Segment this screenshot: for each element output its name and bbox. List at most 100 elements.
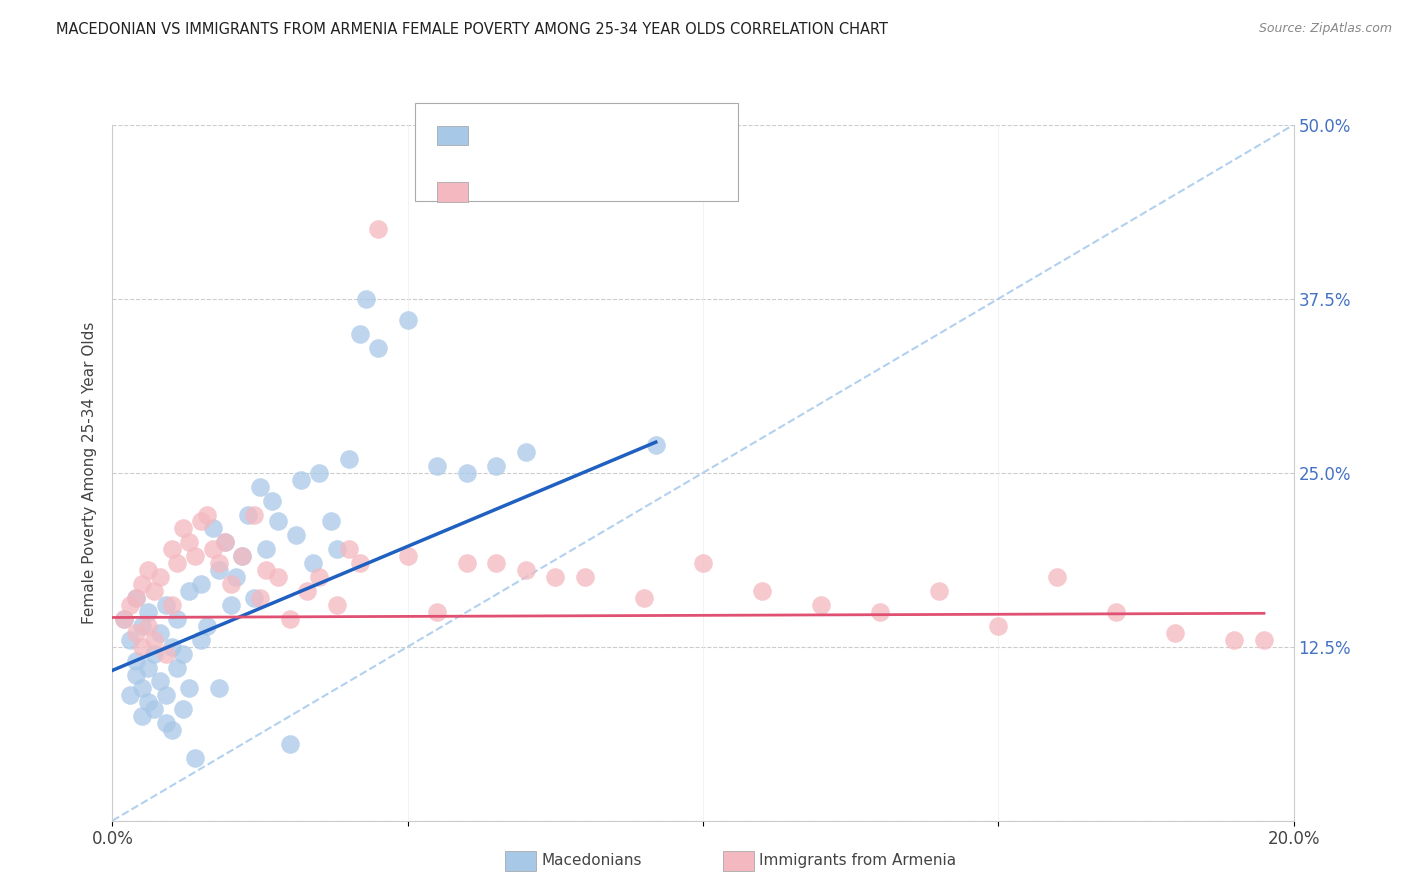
Point	[928, 584, 950, 599]
Point	[633, 591, 655, 605]
Point	[284, 528, 307, 542]
Point	[308, 466, 330, 480]
Point	[396, 312, 419, 326]
Point	[337, 542, 360, 557]
Point	[131, 640, 153, 654]
Point	[219, 598, 242, 612]
Point	[195, 619, 218, 633]
Point	[190, 632, 212, 647]
Point	[160, 640, 183, 654]
Point	[201, 521, 224, 535]
Point	[208, 681, 231, 696]
Point	[136, 660, 159, 674]
Text: R =  0.383: R = 0.383	[474, 126, 555, 140]
Point	[426, 605, 449, 619]
Point	[249, 591, 271, 605]
Point	[172, 521, 194, 535]
Point	[243, 591, 266, 605]
Point	[1223, 632, 1246, 647]
Point	[308, 570, 330, 584]
Point	[515, 563, 537, 577]
Point	[426, 458, 449, 473]
Point	[297, 584, 319, 599]
Point	[120, 632, 142, 647]
Point	[574, 570, 596, 584]
Point	[179, 584, 201, 599]
Point	[125, 654, 148, 668]
Text: R =  0.002: R = 0.002	[474, 182, 555, 196]
Point	[225, 570, 247, 584]
Point	[644, 438, 666, 452]
Point	[751, 584, 773, 599]
Point	[1164, 625, 1187, 640]
Point	[515, 445, 537, 459]
Point	[326, 542, 349, 557]
Point	[485, 556, 508, 570]
Text: N =  61: N = 61	[600, 126, 662, 140]
Point	[155, 689, 177, 703]
Y-axis label: Female Poverty Among 25-34 Year Olds: Female Poverty Among 25-34 Year Olds	[82, 322, 97, 624]
Point	[112, 612, 135, 626]
Point	[131, 709, 153, 723]
Point	[179, 681, 201, 696]
Point	[219, 577, 242, 591]
Text: MACEDONIAN VS IMMIGRANTS FROM ARMENIA FEMALE POVERTY AMONG 25-34 YEAR OLDS CORRE: MACEDONIAN VS IMMIGRANTS FROM ARMENIA FE…	[56, 22, 889, 37]
Point	[1253, 632, 1275, 647]
Point	[337, 451, 360, 466]
Point	[125, 591, 148, 605]
Point	[136, 605, 159, 619]
Point	[136, 695, 159, 709]
Point	[214, 535, 236, 549]
Point	[456, 556, 478, 570]
Point	[249, 480, 271, 494]
Point	[1105, 605, 1128, 619]
Point	[208, 563, 231, 577]
Text: N =  55: N = 55	[600, 182, 662, 196]
Point	[160, 598, 183, 612]
Point	[149, 570, 172, 584]
Text: Macedonians: Macedonians	[541, 854, 641, 868]
Point	[142, 702, 165, 716]
Point	[142, 584, 165, 599]
Point	[142, 647, 165, 661]
Point	[1046, 570, 1069, 584]
Point	[120, 598, 142, 612]
Point	[544, 570, 567, 584]
Point	[302, 556, 325, 570]
Text: Source: ZipAtlas.com: Source: ZipAtlas.com	[1258, 22, 1392, 36]
Point	[367, 222, 389, 236]
Point	[166, 660, 188, 674]
Point	[166, 612, 188, 626]
Point	[349, 326, 371, 341]
Point	[172, 702, 194, 716]
Point	[869, 605, 891, 619]
Point	[396, 549, 419, 564]
Point	[155, 716, 177, 731]
Point	[112, 612, 135, 626]
Point	[195, 508, 218, 522]
Point	[149, 625, 172, 640]
Point	[254, 563, 277, 577]
Point	[485, 458, 508, 473]
Point	[125, 591, 148, 605]
Point	[120, 689, 142, 703]
Point	[987, 619, 1010, 633]
Point	[184, 751, 207, 765]
Point	[214, 535, 236, 549]
Point	[160, 542, 183, 557]
Point	[254, 542, 277, 557]
Point	[172, 647, 194, 661]
Point	[125, 625, 148, 640]
Point	[155, 647, 177, 661]
Point	[290, 473, 312, 487]
Point	[131, 619, 153, 633]
Point	[184, 549, 207, 564]
Point	[326, 598, 349, 612]
Point	[356, 292, 378, 306]
Point	[267, 515, 290, 529]
Point	[136, 619, 159, 633]
Point	[319, 515, 342, 529]
Point	[267, 570, 290, 584]
Point	[142, 632, 165, 647]
Point	[278, 737, 301, 751]
